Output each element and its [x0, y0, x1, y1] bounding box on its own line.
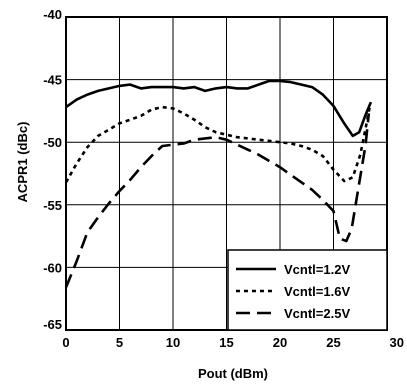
y-tick-label: -50: [43, 135, 62, 150]
x-tick-label: 30: [390, 335, 404, 350]
y-tick-label: -45: [43, 73, 62, 88]
y-tick-label: -40: [43, 7, 62, 22]
x-tick-labels: 0 5 10 15 20 25 30: [62, 335, 404, 350]
y-tick-label: -60: [43, 260, 62, 275]
x-tick-label: 15: [219, 335, 233, 350]
x-tick-label: 20: [273, 335, 287, 350]
legend-label-2: Vcntl=1.6V: [284, 284, 350, 299]
x-tick-label: 0: [62, 335, 69, 350]
legend: Vcntl=1.2V Vcntl=1.6V Vcntl=2.5V: [227, 249, 388, 331]
x-axis-title: Pout (dBm): [198, 366, 268, 381]
x-tick-label: 5: [116, 335, 123, 350]
plot-border: [65, 16, 388, 331]
y-tick-label: -65: [43, 317, 62, 332]
y-tick-labels: -40 -45 -50 -55 -60 -65: [43, 7, 62, 332]
x-tick-label: 25: [326, 335, 340, 350]
legend-label-3: Vcntl=2.5V: [284, 306, 350, 321]
legend-label-1: Vcntl=1.2V: [284, 262, 350, 277]
y-tick-label: -55: [43, 198, 62, 213]
plot-frame: [65, 16, 388, 331]
series-line-1: [65, 79, 373, 138]
x-tick-label: 10: [166, 335, 180, 350]
series-lines: [64, 79, 373, 288]
series-line-3: [64, 113, 371, 288]
series-line-2: [64, 105, 372, 183]
y-axis-title: ACPR1 (dBc): [15, 122, 30, 203]
